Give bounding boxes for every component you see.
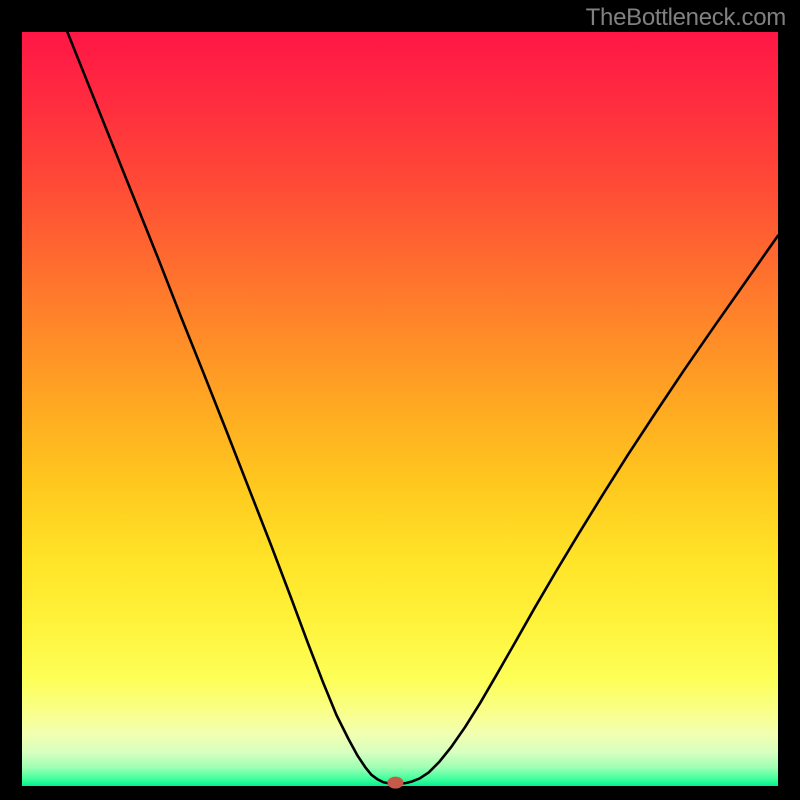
chart-container: TheBottleneck.com	[0, 0, 800, 800]
chart-svg	[0, 0, 800, 800]
watermark-text: TheBottleneck.com	[586, 4, 786, 32]
plot-background	[22, 32, 778, 786]
minimum-marker	[387, 777, 403, 789]
